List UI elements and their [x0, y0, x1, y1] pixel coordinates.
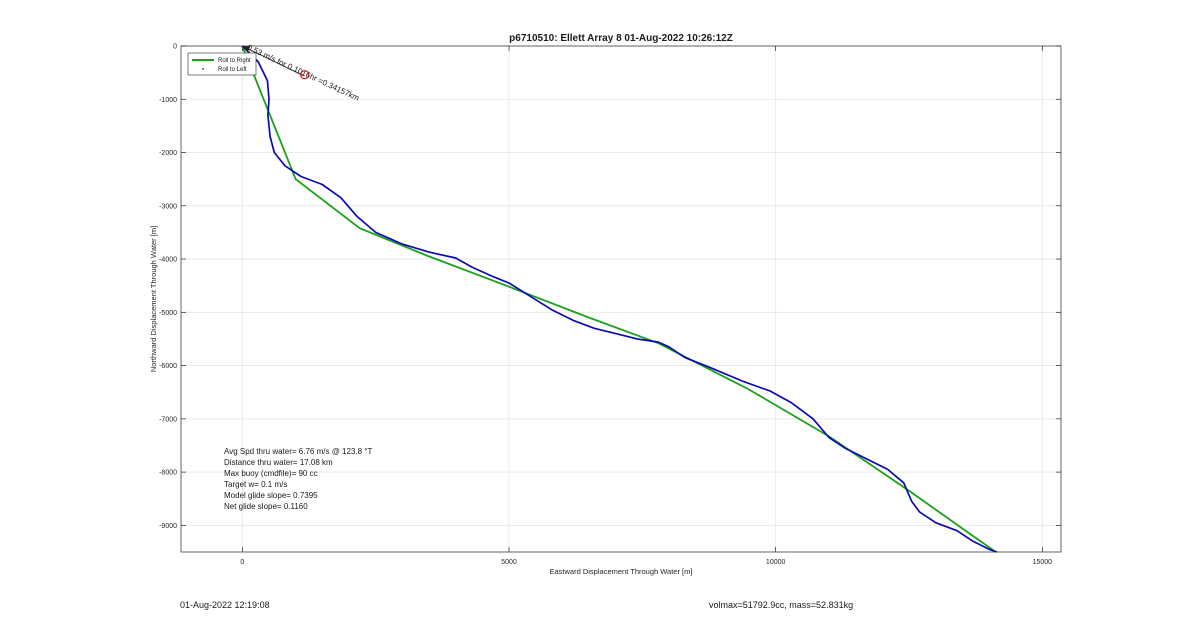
axis-ticks: 0 5000 10000 15000 0 -1000 -2000 -3000 -4000 -500… — [159, 44, 1061, 566]
x-tick-label: 15000 — [1033, 559, 1053, 566]
legend-box — [187, 52, 257, 76]
y-tick-label: 0 — [173, 44, 177, 51]
legend-label-roll-left: Roll to Left — [218, 67, 247, 73]
footer-timestamp: 01-Aug-2022 12:19:08 — [180, 600, 270, 610]
y-tick-label: -1000 — [159, 97, 177, 104]
x-tick-label: 5000 — [501, 559, 517, 566]
y-tick-label: -8000 — [159, 470, 177, 477]
footer-mass-info: volmax=51792.9cc, mass=52.831kg — [709, 600, 854, 610]
y-tick-label: -5000 — [159, 310, 177, 317]
stats-block: Avg Spd thru water= 6.76 m/s @ 123.8 °T … — [224, 447, 372, 511]
glider-track-line — [241, 45, 998, 553]
stat-line: Avg Spd thru water= 6.76 m/s @ 123.8 °T — [224, 447, 372, 456]
y-tick-label: -2000 — [159, 150, 177, 157]
y-tick-label: -4000 — [159, 257, 177, 264]
position-marker — [300, 70, 310, 80]
chart-title: p6710510: Ellett Array 8 01-Aug-2022 10:… — [509, 33, 733, 44]
x-axis-label: Eastward Displacement Through Water [m] — [550, 567, 693, 576]
stat-line: Model glide slope= 0.7395 — [224, 491, 318, 500]
y-tick-label: -6000 — [159, 363, 177, 370]
stat-line: Net glide slope= 0.1160 — [224, 502, 308, 511]
legend-swatch-roll-left — [202, 68, 204, 70]
annotation-layer: 0.53 m/s for 0.1016hr =0.34157km — [242, 43, 361, 103]
y-tick-label: -3000 — [159, 203, 177, 210]
y-axis-label: Northward Displacement Through Water [m] — [149, 226, 158, 372]
legend: Roll to Right Roll to Left — [187, 52, 257, 76]
stat-line: Max buoy (cmdfile)= 90 cc — [224, 469, 318, 478]
x-tick-label: 0 — [240, 559, 244, 566]
axes-box — [180, 45, 1062, 553]
y-tick-label: -9000 — [159, 523, 177, 530]
drift-arrow-shaft — [242, 45, 304, 77]
x-tick-label: 10000 — [766, 559, 786, 566]
stat-line: Distance thru water= 17.08 km — [224, 458, 333, 467]
stat-line: Target w= 0.1 m/s — [224, 480, 287, 489]
series-layer — [241, 45, 998, 553]
y-tick-label: -7000 — [159, 416, 177, 423]
drift-arrow-head — [242, 46, 251, 53]
legend-label-roll-right: Roll to Right — [218, 58, 251, 64]
reference-track-line — [241, 45, 995, 552]
